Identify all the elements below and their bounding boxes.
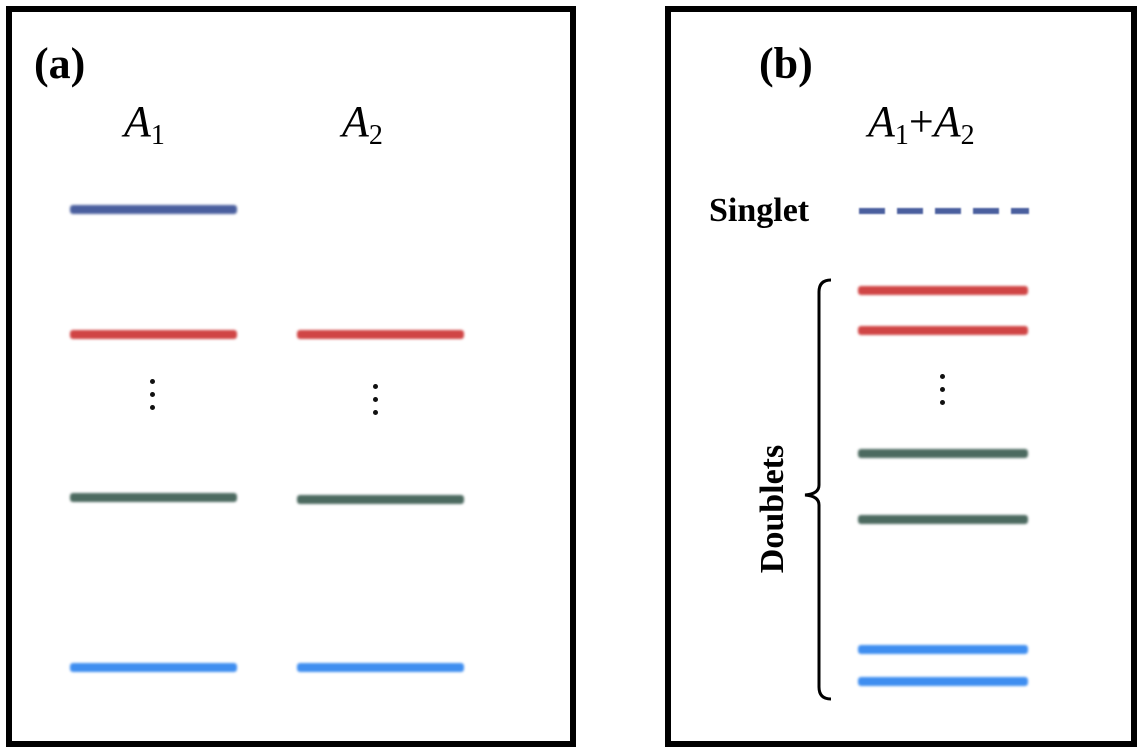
doublet-light-blue-upper <box>858 645 1028 654</box>
panel-b: (b) A1+A2 Singlet Doublets <box>665 6 1137 747</box>
column-title-a1: A1 <box>124 97 165 151</box>
doublet-light-blue-lower <box>858 677 1028 686</box>
a2-level-red <box>297 330 464 339</box>
doublets-brace <box>804 278 832 701</box>
a1-level-red <box>70 330 237 339</box>
a2-ellipsis <box>373 384 379 423</box>
b-ellipsis <box>940 374 946 413</box>
doublet-gray-green-lower <box>858 515 1028 524</box>
a1-level-gray-green <box>70 493 237 502</box>
a1-level-dark-blue <box>70 205 237 214</box>
column-title-a2: A2 <box>342 97 383 151</box>
a1-ellipsis <box>150 379 156 418</box>
doublet-red-lower <box>858 326 1028 335</box>
singlet-label: Singlet <box>709 192 810 229</box>
doublets-label: Doublets <box>754 444 791 574</box>
doublet-red-upper <box>858 286 1028 295</box>
singlet-level-dashed <box>859 208 1029 214</box>
panel-a: (a) A1 A2 <box>6 6 576 747</box>
a2-level-gray-green <box>297 495 464 504</box>
panel-a-label: (a) <box>34 39 86 88</box>
combined-title: A1+A2 <box>868 97 975 151</box>
a2-level-light-blue <box>297 663 464 672</box>
doublet-gray-green-upper <box>858 449 1028 458</box>
a1-level-light-blue <box>70 663 237 672</box>
panel-b-label: (b) <box>759 39 813 88</box>
